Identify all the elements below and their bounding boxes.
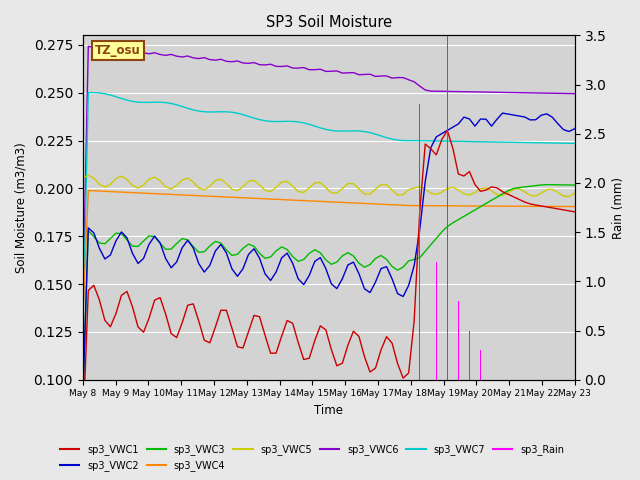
sp3_VWC7 [234,110,241,116]
sp3_VWC3 [305,251,313,256]
sp3_VWC6 [565,91,573,96]
sp3_VWC6 [79,306,86,312]
sp3_VWC6 [156,52,164,58]
sp3_VWC4 [156,191,164,197]
sp3_VWC7 [90,90,98,96]
sp3_VWC5 [311,180,319,186]
sp3_VWC1 [604,215,611,220]
sp3_VWC4 [79,314,86,320]
sp3_VWC1 [79,432,86,438]
Line: sp3_VWC3: sp3_VWC3 [83,185,607,400]
Legend: sp3_VWC1, sp3_VWC2, sp3_VWC3, sp3_VWC4, sp3_VWC5, sp3_VWC6, sp3_VWC7, sp3_Rain: sp3_VWC1, sp3_VWC2, sp3_VWC3, sp3_VWC4, … [56,441,568,475]
sp3_VWC7 [311,123,319,129]
sp3_VWC2 [604,135,611,141]
sp3_VWC1 [344,342,352,348]
sp3_VWC7 [79,329,86,335]
sp3_VWC5 [604,191,611,197]
Line: sp3_VWC1: sp3_VWC1 [83,131,607,435]
sp3_VWC4 [84,188,92,193]
sp3_VWC5 [234,188,241,193]
sp3_VWC2 [565,129,573,134]
Title: SP3 Soil Moisture: SP3 Soil Moisture [266,15,392,30]
sp3_VWC5 [598,194,606,200]
sp3_VWC4 [565,204,573,209]
sp3_VWC5 [349,181,357,187]
sp3_VWC4 [311,198,319,204]
sp3_VWC3 [543,182,550,188]
sp3_VWC7 [604,141,611,147]
sp3_VWC2 [228,266,236,272]
Y-axis label: Rain (mm): Rain (mm) [612,177,625,239]
sp3_VWC2 [361,286,369,292]
sp3_VWC1 [228,325,236,331]
sp3_VWC2 [79,397,86,403]
sp3_VWC1 [305,355,313,361]
sp3_VWC6 [349,70,357,75]
sp3_VWC6 [84,43,92,49]
sp3_VWC5 [84,172,92,178]
sp3_VWC3 [228,252,236,258]
Y-axis label: Soil Moisture (m3/m3): Soil Moisture (m3/m3) [15,142,28,273]
sp3_VWC6 [604,91,611,97]
Line: sp3_VWC5: sp3_VWC5 [83,175,607,197]
sp3_VWC2 [344,262,352,268]
sp3_VWC5 [565,193,573,199]
sp3_VWC6 [234,58,241,64]
sp3_VWC4 [234,195,241,201]
sp3_VWC3 [344,250,352,255]
X-axis label: Time: Time [314,404,343,417]
sp3_VWC7 [156,99,164,105]
sp3_VWC4 [349,200,357,206]
sp3_VWC4 [366,201,374,206]
sp3_VWC1 [565,208,573,214]
sp3_VWC3 [79,397,86,403]
sp3_VWC1 [361,354,369,360]
sp3_VWC2 [305,273,313,278]
sp3_VWC2 [151,233,159,239]
Line: sp3_VWC6: sp3_VWC6 [83,46,607,309]
sp3_VWC3 [151,234,159,240]
sp3_VWC3 [361,264,369,270]
sp3_VWC3 [565,182,573,188]
sp3_VWC4 [604,325,611,331]
sp3_VWC6 [366,72,374,77]
sp3_VWC5 [79,175,86,181]
sp3_VWC5 [156,178,164,184]
sp3_VWC1 [151,297,159,303]
sp3_VWC3 [604,183,611,189]
Text: TZ_osu: TZ_osu [95,44,141,57]
Line: sp3_VWC7: sp3_VWC7 [83,93,607,332]
Line: sp3_VWC4: sp3_VWC4 [83,191,607,328]
sp3_VWC1 [444,128,451,133]
sp3_VWC7 [565,141,573,146]
sp3_VWC2 [499,110,506,116]
Line: sp3_VWC2: sp3_VWC2 [83,113,607,400]
sp3_VWC6 [311,67,319,72]
sp3_VWC5 [366,191,374,197]
sp3_VWC7 [366,130,374,135]
sp3_VWC7 [349,128,357,134]
